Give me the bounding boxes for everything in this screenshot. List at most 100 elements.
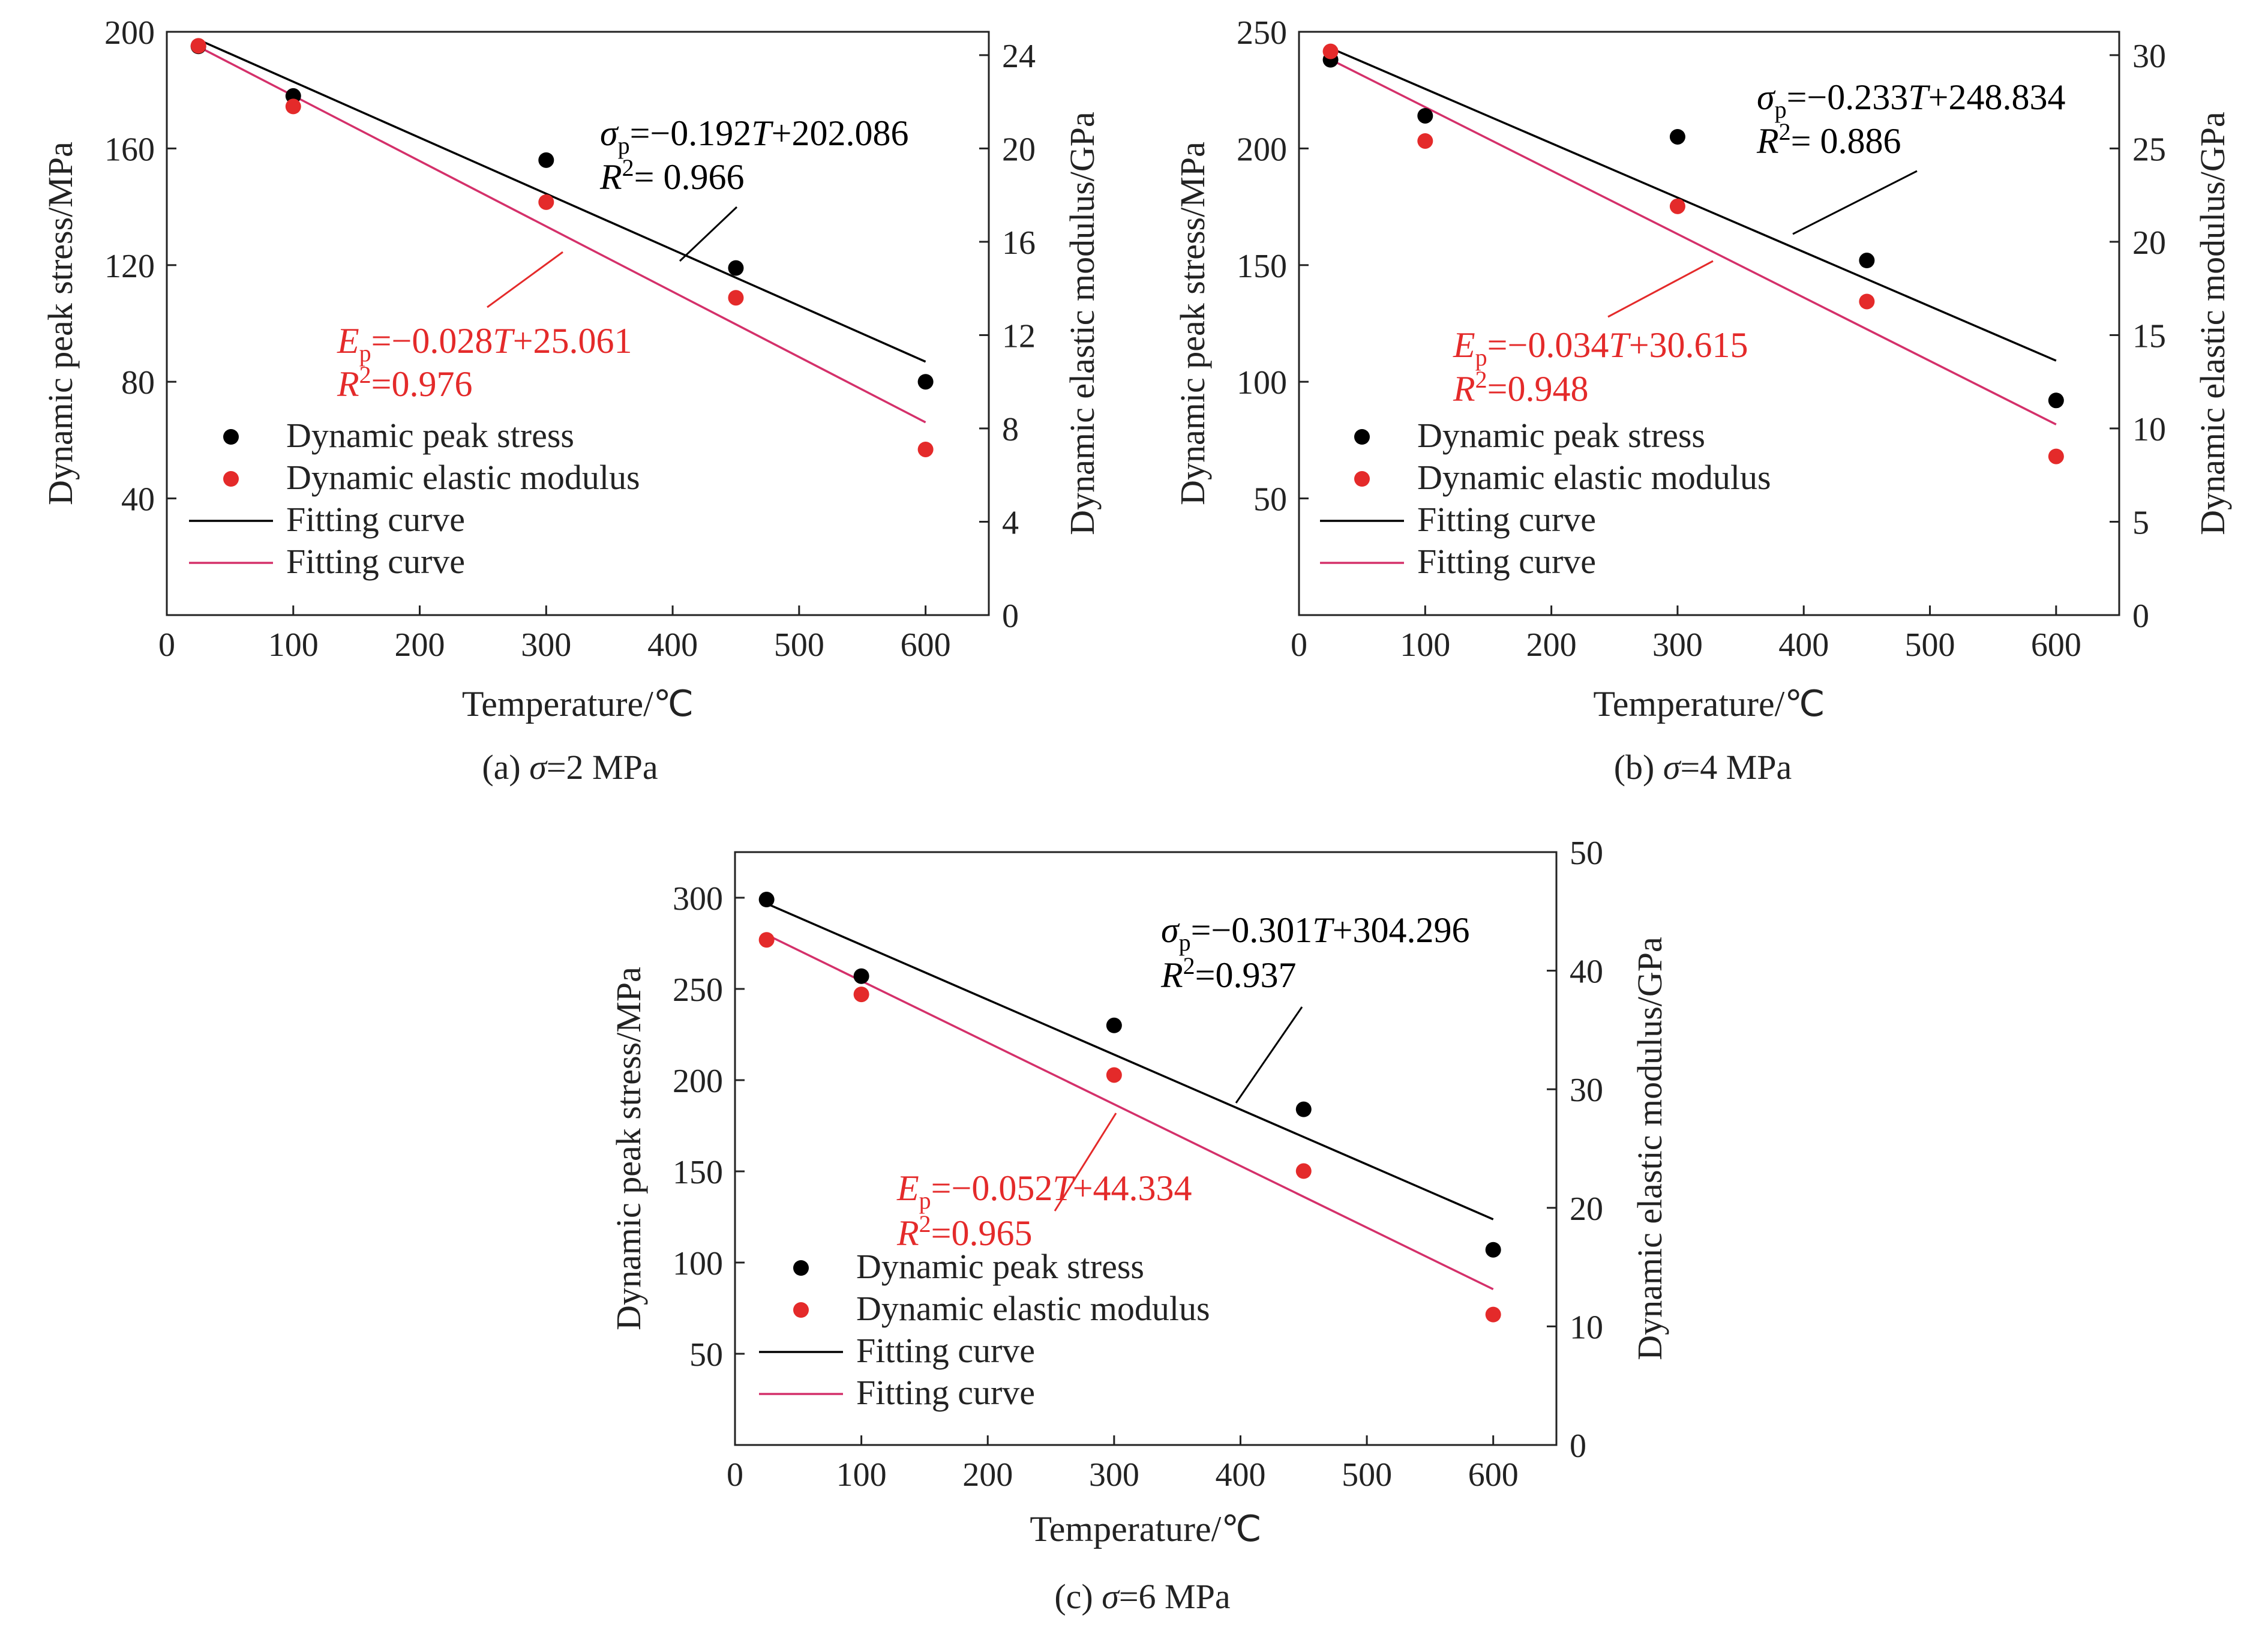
legend-marker <box>793 1302 809 1318</box>
r2-symbol: R <box>1160 955 1183 995</box>
plot-frame <box>166 31 990 616</box>
y-left-tick-label: 200 <box>104 14 155 52</box>
y-left-axis-label: Dynamic peak stress/MPa <box>609 967 648 1330</box>
data-point-stress <box>1859 253 1875 269</box>
x-tick-label: 0 <box>158 626 175 664</box>
data-point-stress <box>2048 392 2064 409</box>
y-right-tick-label: 20 <box>1570 1191 1603 1228</box>
x-tick-label: 100 <box>1400 626 1450 664</box>
x-tick-label: 600 <box>2031 626 2081 664</box>
eq-variable: T <box>751 113 773 153</box>
eq-intercept: +304.296 <box>1333 910 1470 950</box>
y-right-tick-label: 12 <box>1002 317 1036 355</box>
x-tick-label: 0 <box>1291 626 1307 664</box>
data-point-modulus <box>285 98 301 115</box>
data-point-stress <box>728 260 744 276</box>
data-point-stress <box>1106 1017 1122 1033</box>
x-axis-label: Temperature/℃ <box>462 684 694 724</box>
y-right-tick-label: 30 <box>2132 38 2166 75</box>
eq-slope: =−0.192 <box>630 113 752 153</box>
leader-line-stress <box>1235 1006 1303 1104</box>
eq-symbol: σ <box>600 113 619 153</box>
y-right-axis-label: Dynamic elastic modulus/GPa <box>1630 937 1669 1360</box>
fit-r2-modulus: R2=0.948 <box>1453 366 1589 409</box>
caption-value: =4 MPa <box>1680 748 1792 787</box>
r2-symbol: R <box>599 157 622 197</box>
x-tick-label: 600 <box>901 626 951 664</box>
x-tick-label: 500 <box>1342 1456 1392 1494</box>
caption-value: =6 MPa <box>1119 1577 1231 1616</box>
legend-label: Fitting curve <box>856 1331 1035 1370</box>
x-tick-label: 600 <box>1468 1456 1519 1494</box>
chart-panel-b: 0 100 200 300 400 500 600 50 100 150 200 250 0 5 10 15 2… <box>1173 14 2232 787</box>
y-left-tick-label: 200 <box>1237 131 1287 168</box>
leader-line-modulus <box>1607 260 1714 318</box>
caption-symbol: σ <box>529 748 548 787</box>
chart-panel-c: 0 100 200 300 400 500 600501001502002503000102… <box>609 835 1669 1616</box>
fit-equation-stress: σp=−0.233T+248.834 <box>1757 77 2066 123</box>
leader-line-modulus <box>1054 1113 1117 1212</box>
y-left-tick-label: 150 <box>1237 248 1287 285</box>
data-point-stress <box>1669 128 1685 145</box>
r2-symbol: R <box>1453 369 1475 409</box>
x-axis-label: Temperature/℃ <box>1030 1509 1261 1549</box>
legend-label: Dynamic elastic modulus <box>286 458 640 497</box>
eq-slope: =−0.301 <box>1191 910 1313 950</box>
x-tick-label: 300 <box>1652 626 1703 664</box>
data-point-modulus <box>853 987 869 1003</box>
leader-line-stress <box>679 206 738 262</box>
data-point-modulus <box>728 290 744 306</box>
fit-equation-modulus: Ep=−0.034T+30.615 <box>1453 325 1748 371</box>
r2-symbol: R <box>1756 121 1779 161</box>
leader-line-stress <box>1792 170 1918 235</box>
legend-marker <box>223 429 239 445</box>
y-left-tick-label: 250 <box>673 972 723 1009</box>
fit-equation-stress: σp=−0.301T+304.296 <box>1161 910 1470 956</box>
data-point-stress <box>917 374 934 390</box>
legend-label: Fitting curve <box>1417 500 1596 539</box>
eq-variable: T <box>1609 325 1631 365</box>
y-right-tick-label: 10 <box>2132 411 2166 448</box>
y-right-tick-label: 5 <box>2132 504 2149 541</box>
caption-prefix: (c) <box>1054 1577 1102 1616</box>
data-point-stress <box>1295 1101 1312 1117</box>
y-right-axis-label: Dynamic elastic modulus/GPa <box>2193 112 2232 535</box>
data-point-modulus <box>1485 1306 1501 1323</box>
r2-value: = 0.966 <box>634 157 745 197</box>
caption-prefix: (b) <box>1614 748 1663 787</box>
legend-label: Dynamic peak stress <box>286 416 574 455</box>
fit-r2-modulus: R2=0.976 <box>337 361 473 404</box>
y-right-tick-label: 0 <box>1570 1428 1586 1465</box>
data-point-modulus <box>1106 1067 1122 1083</box>
plot-frame <box>734 851 1558 1446</box>
x-axis-label: Temperature/℃ <box>1593 684 1825 724</box>
data-point-stress <box>758 892 775 908</box>
legend-label: Fitting curve <box>286 542 465 581</box>
data-point-modulus <box>1669 198 1685 214</box>
eq-intercept: +44.334 <box>1073 1168 1192 1208</box>
y-left-tick-label: 150 <box>673 1154 723 1191</box>
y-right-tick-label: 8 <box>1002 411 1019 448</box>
y-right-tick-label: 15 <box>2132 317 2166 355</box>
x-tick-label: 400 <box>1778 626 1829 664</box>
r2-value: =0.976 <box>371 364 473 404</box>
legend-marker <box>793 1260 809 1276</box>
r2-symbol: R <box>896 1213 919 1253</box>
fit-line-modulus <box>197 46 926 424</box>
fit-equation-modulus: Ep=−0.052T+44.334 <box>896 1168 1192 1214</box>
eq-subscript: p <box>1775 96 1787 123</box>
eq-subscript: p <box>919 1187 931 1214</box>
fit-r2-stress: R2= 0.966 <box>599 154 745 197</box>
r2-superscript: 2 <box>359 361 371 388</box>
y-left-tick-label: 40 <box>121 481 155 518</box>
y-right-tick-label: 0 <box>2132 598 2149 635</box>
y-right-tick-label: 24 <box>1002 38 1036 75</box>
y-left-tick-label: 100 <box>673 1245 723 1282</box>
eq-slope: =−0.052 <box>931 1168 1053 1208</box>
x-tick-label: 200 <box>395 626 445 664</box>
eq-intercept: +202.086 <box>772 113 909 153</box>
r2-superscript: 2 <box>622 154 634 181</box>
y-right-tick-label: 40 <box>1570 954 1603 991</box>
x-tick-label: 200 <box>962 1456 1013 1494</box>
